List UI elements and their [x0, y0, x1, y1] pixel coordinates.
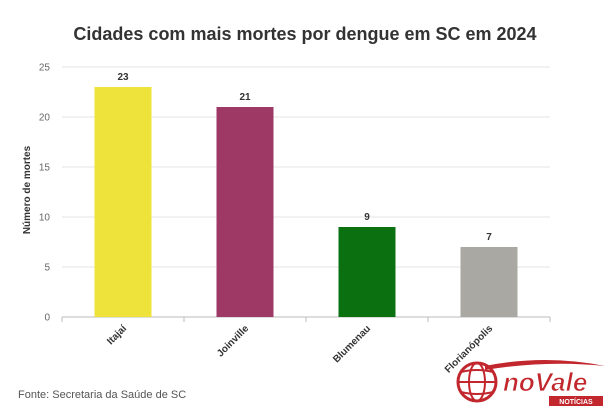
x-category-label: Itajaí [105, 322, 130, 347]
novale-logo: noVale NOTÍCIAS [455, 356, 607, 408]
logo-subtitle: NOTÍCIAS [559, 397, 593, 406]
y-tick-label: 20 [39, 113, 51, 124]
y-tick-label: 15 [39, 163, 51, 174]
y-axis-ticks: 0 5 10 15 20 25 [39, 63, 51, 324]
globe-icon [456, 361, 498, 403]
bar [338, 227, 396, 317]
chart-title: Cidades com mais mortes por dengue em SC… [73, 24, 537, 44]
data-labels: 23 21 9 7 [117, 72, 492, 243]
y-tick-label: 25 [39, 63, 51, 74]
data-label: 7 [486, 232, 492, 243]
data-label: 23 [117, 72, 129, 83]
y-tick-label: 10 [39, 213, 51, 224]
data-label: 9 [364, 212, 370, 223]
x-category-label: Joinville [215, 323, 251, 359]
logo-subtitle-bar [549, 396, 603, 406]
bar [216, 107, 274, 317]
bar [94, 87, 152, 317]
data-label: 21 [239, 92, 251, 103]
logo-wordmark: noVale [503, 367, 587, 397]
y-tick-label: 0 [44, 313, 50, 324]
y-tick-label: 5 [44, 263, 50, 274]
source-note: Fonte: Secretaria da Saúde de SC [18, 389, 187, 401]
bar [460, 247, 518, 317]
bars [94, 87, 518, 317]
swoosh-shape [485, 360, 605, 370]
x-category-label: Blumenau [331, 323, 373, 365]
y-axis-label: Número de mortes [22, 145, 33, 234]
